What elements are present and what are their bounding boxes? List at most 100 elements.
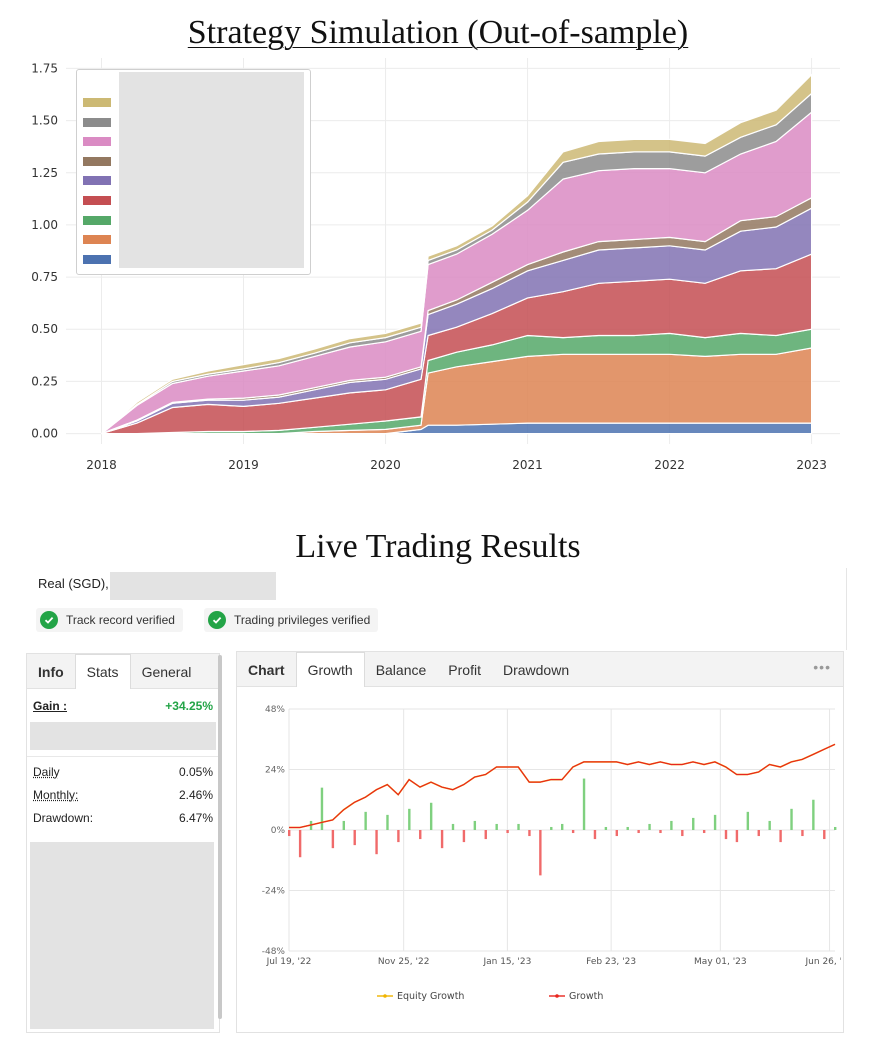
drawdown-row: Drawdown: 6.47%: [33, 811, 213, 825]
tab-profit[interactable]: Profit: [448, 662, 481, 678]
daily-bar: [539, 830, 542, 876]
check-circle-icon: [40, 611, 58, 629]
redacted-block: [30, 842, 214, 1029]
account-name-redacted: [110, 572, 276, 600]
simulation-legend: [76, 69, 311, 275]
tab-balance[interactable]: Balance: [375, 662, 427, 678]
daily-bar: [735, 830, 739, 843]
daily-bar: [561, 823, 564, 830]
legend-swatch: [83, 176, 111, 186]
y-tick-label: -24%: [262, 887, 286, 897]
daily-bar: [451, 823, 455, 830]
legend-swatch: [83, 215, 111, 225]
tab-info[interactable]: Info: [38, 664, 64, 680]
legend-swatch: [83, 196, 111, 205]
legend-growth: Growth: [569, 991, 603, 1002]
growth-chart-panel: Chart Growth Balance Profit Drawdown ••• 48%…: [236, 651, 844, 1033]
x-tick-label: 2022: [654, 458, 685, 472]
legend-swatch: [83, 235, 111, 245]
daily-bar: [408, 808, 411, 830]
tab-drawdown[interactable]: Drawdown: [502, 662, 570, 678]
y-tick-label: 24%: [265, 766, 285, 776]
growth-line: [289, 743, 836, 829]
daily-bar: [517, 823, 520, 830]
stats-panel: Info Stats General Gain : +34.25% Daily 0.0…: [26, 653, 220, 1033]
daily-bar: [779, 830, 782, 843]
divider: [846, 568, 847, 650]
y-tick-label: 1.00: [31, 218, 58, 232]
x-tick-label: 2021: [512, 458, 543, 472]
tab-general[interactable]: General: [141, 664, 192, 680]
daily-bar: [550, 826, 553, 830]
daily-bar: [386, 814, 389, 830]
y-tick-label: 0%: [271, 826, 286, 836]
y-tick-label: -48%: [262, 947, 286, 957]
simulation-title: Strategy Simulation (Out-of-sample): [187, 14, 689, 51]
daily-bar: [637, 830, 640, 834]
daily-bar: [298, 830, 302, 858]
stats-scrollbar[interactable]: [218, 655, 222, 1019]
daily-bar: [801, 830, 804, 837]
gain-row: Gain : +34.25%: [27, 695, 219, 718]
daily-bar: [288, 830, 291, 837]
daily-bar: [823, 830, 826, 840]
daily-bar: [331, 830, 335, 849]
daily-bar: [834, 826, 837, 830]
more-dots-icon[interactable]: •••: [813, 659, 831, 675]
legend-swatch: [83, 156, 111, 166]
daily-bar: [746, 811, 750, 830]
daily-bar: [702, 830, 706, 834]
monthly-row: Monthly: 2.46%: [33, 788, 213, 802]
daily-bar: [812, 799, 815, 830]
x-tick-label: 2018: [86, 458, 117, 472]
daily-bar: [364, 811, 367, 830]
daily-bar: [506, 830, 509, 834]
daily-bar: [615, 830, 618, 837]
daily-bar: [768, 820, 771, 830]
legend-swatch: [83, 137, 111, 147]
x-tick-label: Nov 25, '22: [378, 957, 430, 967]
legend-swatch: [83, 117, 111, 127]
daily-bar: [419, 830, 422, 840]
y-tick-label: 48%: [265, 705, 285, 715]
legend-marker: [555, 994, 559, 998]
y-tick-label: 0.00: [31, 427, 58, 441]
growth-chart: 48% 24% 0% -24% -48%Jul 19, '22 Nov 25, '22 Ja…: [262, 705, 841, 1002]
daily-bar: [713, 814, 717, 830]
daily-bar: [626, 826, 629, 830]
legend-equity-growth: Equity Growth: [397, 991, 464, 1002]
tab-chart[interactable]: Chart: [248, 662, 285, 678]
daily-bar: [692, 817, 695, 830]
x-tick-label: Jun 26, '23: [805, 957, 841, 967]
tab-growth[interactable]: Growth: [295, 652, 365, 687]
daily-bar: [484, 830, 487, 840]
x-tick-label: Jan 15, '23: [482, 957, 531, 967]
daily-bar: [593, 830, 597, 840]
daily-bar: [571, 830, 575, 834]
daily-bar: [582, 778, 586, 830]
daily-bar: [353, 830, 356, 846]
stats-tabs: Info Stats General: [27, 654, 219, 689]
daily-bar: [320, 787, 324, 830]
legend-marker: [383, 994, 387, 998]
track-record-badge: Track record verified: [36, 608, 183, 632]
simulation-area-chart: 0.00 0.25 0.50 0.75 1.00 1.25 1.50 1.75 2018 2019…: [31, 58, 840, 472]
x-tick-label: 2019: [228, 458, 259, 472]
redacted-block: [30, 722, 216, 750]
y-tick-label: 1.75: [31, 61, 58, 75]
x-tick-label: Jul 19, '22: [266, 957, 312, 967]
daily-bar: [440, 830, 444, 849]
legend-labels-redacted: [119, 72, 304, 268]
daily-bar: [648, 823, 651, 830]
x-tick-label: 2020: [370, 458, 401, 472]
daily-bar: [342, 820, 345, 830]
tab-stats[interactable]: Stats: [74, 654, 131, 689]
daily-bar: [659, 830, 662, 834]
daily-bar: [462, 830, 466, 843]
daily-bar: [397, 830, 400, 843]
y-tick-label: 0.25: [31, 374, 58, 388]
legend-swatch: [83, 98, 111, 107]
daily-bar: [724, 830, 728, 840]
daily-bar: [790, 808, 793, 830]
x-tick-label: May 01, '23: [694, 957, 747, 967]
